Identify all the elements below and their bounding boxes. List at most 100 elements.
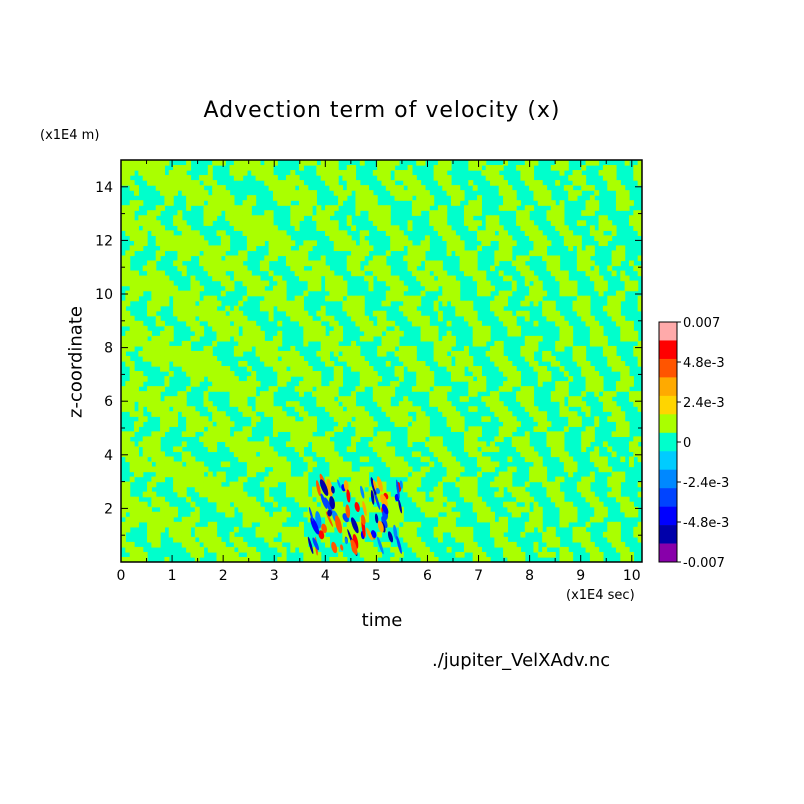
field-cell [472, 486, 478, 493]
field-cell [173, 446, 179, 453]
field-cell [602, 461, 608, 468]
extreme-patch [329, 496, 335, 510]
field-cell [381, 345, 387, 352]
field-cell [576, 260, 582, 267]
field-cell [403, 300, 409, 307]
field-cell [490, 345, 495, 352]
field-cell [142, 160, 148, 166]
field-cell [446, 165, 452, 171]
field-cell [199, 330, 205, 337]
field-cell [424, 456, 430, 463]
field-cell [550, 486, 556, 493]
field-cell [594, 511, 600, 518]
field-cell [377, 345, 383, 352]
field-cell [498, 431, 504, 437]
field-cell [555, 165, 561, 171]
field-cell [585, 441, 591, 448]
field-cell [147, 165, 152, 171]
field-cell [529, 476, 535, 483]
field-cell [607, 466, 613, 473]
field-cell [242, 320, 248, 327]
field-cell [151, 230, 157, 236]
field-cell [277, 426, 283, 432]
field-cell [307, 245, 313, 252]
field-cell [546, 355, 552, 362]
field-cell [385, 501, 391, 508]
extreme-patch [361, 514, 366, 526]
field-cell [633, 280, 639, 287]
field-cell [633, 335, 639, 342]
field-cell [329, 220, 335, 226]
field-cell [633, 511, 639, 518]
field-cell [307, 516, 313, 523]
field-cell [255, 235, 261, 242]
field-cell [594, 551, 600, 558]
field-cell [416, 536, 422, 543]
field-cell [155, 541, 161, 548]
field-cell [607, 235, 613, 242]
field-cell [164, 421, 170, 427]
field-cell [160, 461, 166, 468]
field-cell [285, 531, 291, 538]
field-cell [246, 225, 252, 231]
field-cell [186, 526, 192, 533]
colorbar-swatch [659, 451, 677, 470]
field-cell [294, 270, 300, 277]
field-cell [446, 225, 452, 231]
field-cell [216, 501, 222, 508]
field-cell [377, 401, 383, 407]
field-cell [368, 546, 374, 553]
field-cell [598, 381, 604, 387]
field-cell [220, 240, 226, 247]
field-cell [503, 310, 509, 317]
field-cell [529, 250, 535, 257]
field-cell [190, 546, 196, 553]
field-cell [533, 471, 539, 478]
field-cell [281, 366, 287, 372]
field-cell [572, 285, 578, 292]
field-cell [233, 496, 239, 503]
field-cell [294, 401, 300, 407]
field-cell [524, 431, 530, 437]
field-cell [151, 210, 157, 216]
field-cell [555, 496, 561, 503]
field-cell [251, 466, 257, 473]
field-cell [203, 305, 209, 312]
field-cell [351, 165, 357, 171]
field-cell [329, 381, 335, 387]
field-cell [342, 240, 348, 247]
field-cell [346, 185, 352, 191]
field-cell [589, 335, 595, 342]
field-cell [329, 511, 335, 518]
field-cell [437, 355, 443, 362]
field-cell [420, 491, 426, 498]
field-cell [372, 381, 378, 387]
field-cell [420, 320, 426, 327]
field-cell [307, 315, 313, 322]
field-cell [264, 235, 270, 242]
field-cell [160, 340, 166, 347]
field-cell [433, 285, 439, 292]
field-cell [420, 330, 426, 337]
field-cell [633, 506, 639, 513]
field-cell [186, 340, 192, 347]
field-cell [364, 506, 370, 513]
field-cell [542, 471, 548, 478]
field-cell [220, 551, 226, 558]
field-cell [194, 546, 200, 553]
field-cell [194, 476, 200, 483]
field-cell [576, 421, 582, 427]
field-cell [490, 441, 495, 448]
field-cell [242, 411, 248, 417]
field-cell [568, 195, 574, 201]
field-cell [303, 190, 309, 196]
field-cell [542, 466, 548, 473]
field-cell [268, 456, 274, 463]
field-cell [507, 426, 513, 432]
field-cell [138, 406, 144, 412]
field-cell [450, 526, 456, 533]
field-cell [225, 195, 231, 201]
field-cell [559, 205, 565, 211]
field-cell [533, 426, 539, 432]
field-cell [481, 330, 487, 337]
